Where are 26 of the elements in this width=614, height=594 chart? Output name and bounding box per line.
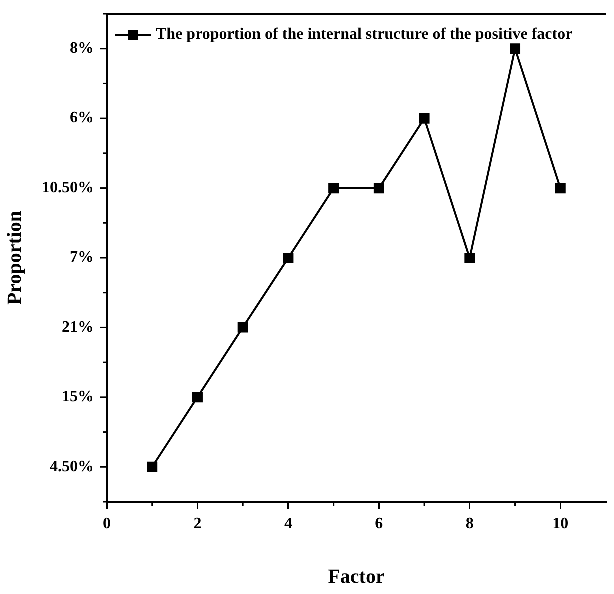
text: 7% [70, 249, 94, 266]
x-tick-label: 10 [552, 516, 569, 533]
point [464, 252, 476, 264]
point [510, 44, 521, 54]
point [238, 322, 248, 333]
point [283, 252, 294, 264]
x-tick-label: 6 [375, 516, 384, 533]
x-axis-title: Factor [328, 566, 385, 588]
legend-label: The proportion of the internal structure of the positive factor [156, 26, 573, 44]
x-tick-label: 0 [103, 516, 111, 533]
text: 8% [70, 40, 94, 57]
x-tick-label: 4 [284, 516, 292, 533]
point [147, 462, 158, 472]
text: 10.50% [42, 179, 94, 196]
text: 6% [70, 110, 94, 127]
point [555, 183, 566, 194]
y-axis-title: Proportion [4, 210, 26, 306]
point [374, 183, 384, 194]
text: 21% [62, 318, 94, 336]
x-tick-label: 8 [466, 516, 474, 533]
x-tick-label: 2 [194, 516, 202, 533]
point [328, 183, 340, 194]
point [192, 392, 203, 403]
text: 15% [62, 388, 94, 406]
point [419, 113, 430, 124]
text: 4.50% [50, 458, 94, 476]
